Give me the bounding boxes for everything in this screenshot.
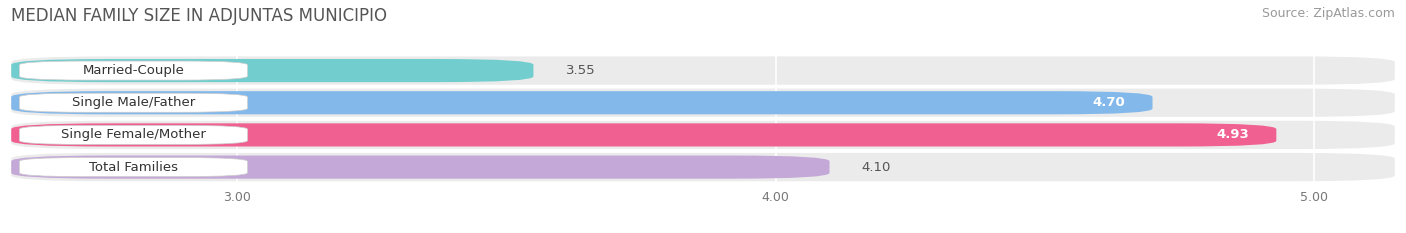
Text: 3.55: 3.55 [565, 64, 595, 77]
FancyBboxPatch shape [11, 59, 533, 82]
FancyBboxPatch shape [11, 155, 830, 179]
FancyBboxPatch shape [11, 121, 1395, 149]
Text: Single Male/Father: Single Male/Father [72, 96, 195, 109]
Text: Married-Couple: Married-Couple [83, 64, 184, 77]
Text: 4.93: 4.93 [1216, 128, 1250, 141]
Text: Source: ZipAtlas.com: Source: ZipAtlas.com [1261, 7, 1395, 20]
Text: 4.70: 4.70 [1092, 96, 1126, 109]
Text: Total Families: Total Families [89, 161, 179, 174]
FancyBboxPatch shape [11, 56, 1395, 85]
FancyBboxPatch shape [20, 61, 247, 80]
Text: 4.10: 4.10 [862, 161, 891, 174]
FancyBboxPatch shape [20, 125, 247, 144]
FancyBboxPatch shape [20, 158, 247, 177]
FancyBboxPatch shape [11, 123, 1277, 147]
FancyBboxPatch shape [11, 91, 1153, 114]
Text: MEDIAN FAMILY SIZE IN ADJUNTAS MUNICIPIO: MEDIAN FAMILY SIZE IN ADJUNTAS MUNICIPIO [11, 7, 387, 25]
Text: Single Female/Mother: Single Female/Mother [60, 128, 205, 141]
FancyBboxPatch shape [11, 153, 1395, 181]
FancyBboxPatch shape [20, 93, 247, 112]
FancyBboxPatch shape [11, 89, 1395, 117]
